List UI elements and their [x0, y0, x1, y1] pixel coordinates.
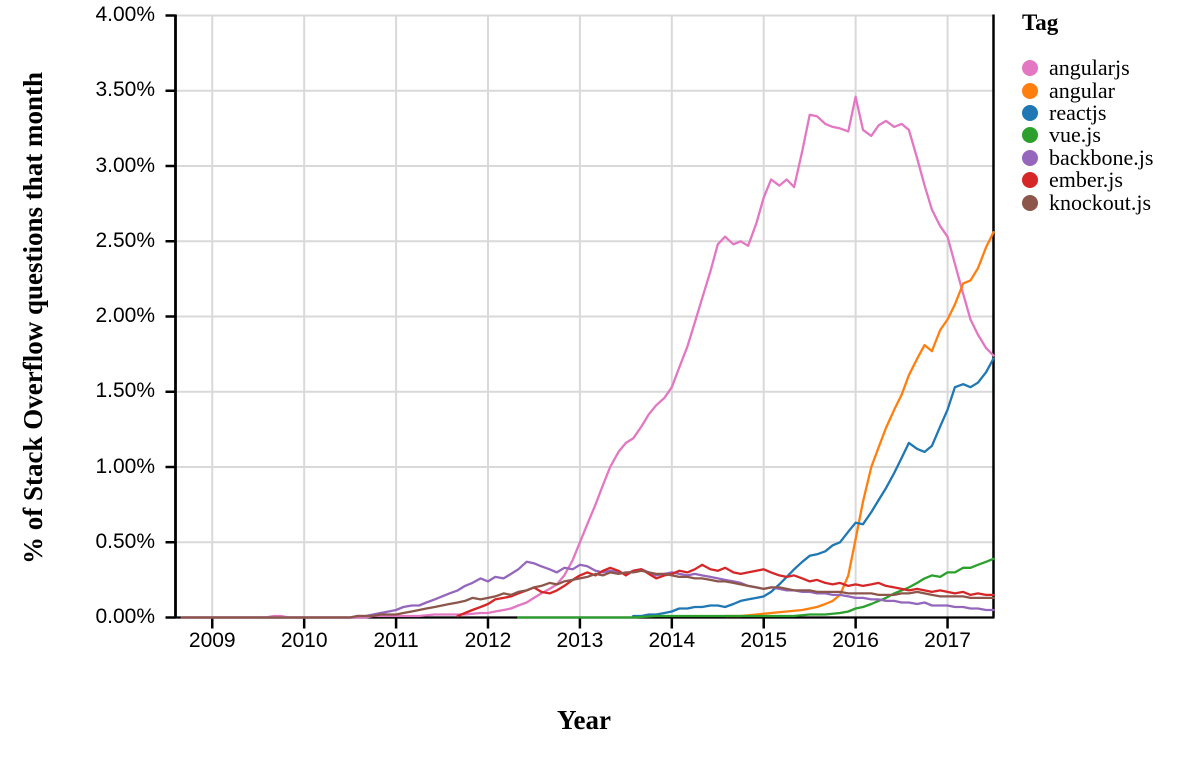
legend-swatch-icon: [1022, 149, 1038, 166]
y-tick-label: 2.00%: [95, 304, 155, 327]
series-line-ember.js[interactable]: [456, 563, 995, 618]
legend-swatch-icon: [1022, 127, 1038, 144]
x-tick-label: 2009: [188, 629, 236, 652]
legend-items: angularjs angular reactjs vue.js backbone.js…: [1022, 55, 1154, 215]
y-tick-label: 3.50%: [95, 78, 155, 102]
x-axis-title: Year: [557, 705, 611, 735]
legend-swatch-icon: [1022, 60, 1038, 77]
series-line-knockout.js[interactable]: [180, 569, 995, 619]
legend-label: vue.js: [1049, 122, 1101, 148]
legend-item-vue.js: vue.js: [1022, 122, 1153, 148]
x-tick-label: 2012: [464, 629, 512, 652]
legend-item-ember.js: ember.js: [1022, 167, 1153, 193]
legend-swatch-icon: [1022, 172, 1038, 189]
y-tick-label: 2.50%: [95, 228, 155, 252]
legend-title: Tag: [1022, 10, 1059, 35]
legend-item-knockout.js: knockout.js: [1022, 189, 1153, 215]
y-tick-label: 1.50%: [95, 379, 155, 403]
legend-label: backbone.js: [1049, 144, 1154, 170]
legend-swatch-icon: [1022, 104, 1038, 121]
series-line-angular[interactable]: [723, 231, 995, 618]
y-tick-label: 0.00%: [95, 605, 155, 628]
legend-label: reactjs: [1049, 99, 1107, 125]
legend-item-angular: angular: [1022, 77, 1153, 103]
x-tick-label: 2017: [924, 629, 971, 652]
x-tick-label: 2016: [832, 629, 879, 652]
legend-label: angularjs: [1049, 55, 1130, 81]
x-tick-label: 2015: [740, 629, 788, 652]
legend-swatch-icon: [1022, 82, 1038, 99]
legend-swatch-icon: [1022, 194, 1038, 211]
x-tick-label: 2010: [280, 629, 328, 652]
legend-item-angularjs: angularjs: [1022, 55, 1153, 81]
x-tick-label: 2014: [648, 629, 696, 652]
series-line-vue.js[interactable]: [517, 557, 995, 619]
series-line-reactjs[interactable]: [632, 357, 995, 618]
y-tick-label: 0.50%: [95, 529, 155, 553]
legend-item-reactjs: reactjs: [1022, 99, 1153, 125]
legend: Tag angularjs angular reactjs vue.js backbon…: [1022, 10, 1154, 215]
y-tick-label: 4.00%: [95, 3, 155, 26]
legend-item-backbone.js: backbone.js: [1022, 144, 1154, 170]
y-axis-title: % of Stack Overflow questions that month: [18, 72, 48, 565]
y-tick-label: 1.00%: [95, 454, 155, 478]
x-tick-label: 2013: [556, 629, 604, 652]
legend-label: angular: [1049, 77, 1115, 103]
y-tick-label: 3.00%: [95, 153, 155, 177]
legend-label: ember.js: [1049, 167, 1123, 193]
legend-label: knockout.js: [1049, 189, 1152, 215]
x-tick-label: 2011: [373, 629, 419, 652]
